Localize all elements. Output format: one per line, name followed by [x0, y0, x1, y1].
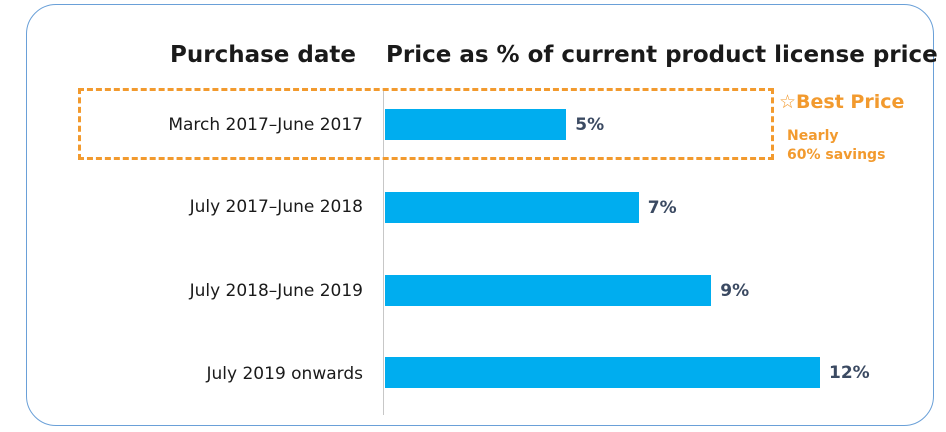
savings-line-1: Nearly — [787, 128, 839, 144]
bar-value-label: 7% — [647, 198, 677, 218]
best-price-badge: ☆Best Price — [779, 91, 904, 113]
category-label: July 2018–June 2019 — [189, 281, 363, 301]
bar — [385, 192, 639, 223]
savings-line-2: 60% savings — [787, 147, 886, 163]
price-header: Price as % of current product license pr… — [386, 42, 938, 68]
category-label: July 2017–June 2018 — [189, 197, 363, 217]
star-icon: ☆ — [779, 91, 797, 113]
best-price-highlight-box — [78, 88, 774, 160]
bar-value-label: 9% — [720, 281, 750, 301]
category-label: July 2019 onwards — [206, 364, 363, 384]
purchase-date-header: Purchase date — [170, 42, 356, 68]
bar — [385, 357, 820, 388]
bar-value-label: 12% — [829, 363, 870, 383]
category-axis-line — [383, 90, 384, 415]
bar — [385, 275, 712, 306]
bar-value-label: 5% — [575, 115, 605, 135]
category-label: March 2017–June 2017 — [168, 115, 363, 135]
bar — [385, 109, 567, 140]
best-price-label: Best Price — [796, 91, 905, 113]
